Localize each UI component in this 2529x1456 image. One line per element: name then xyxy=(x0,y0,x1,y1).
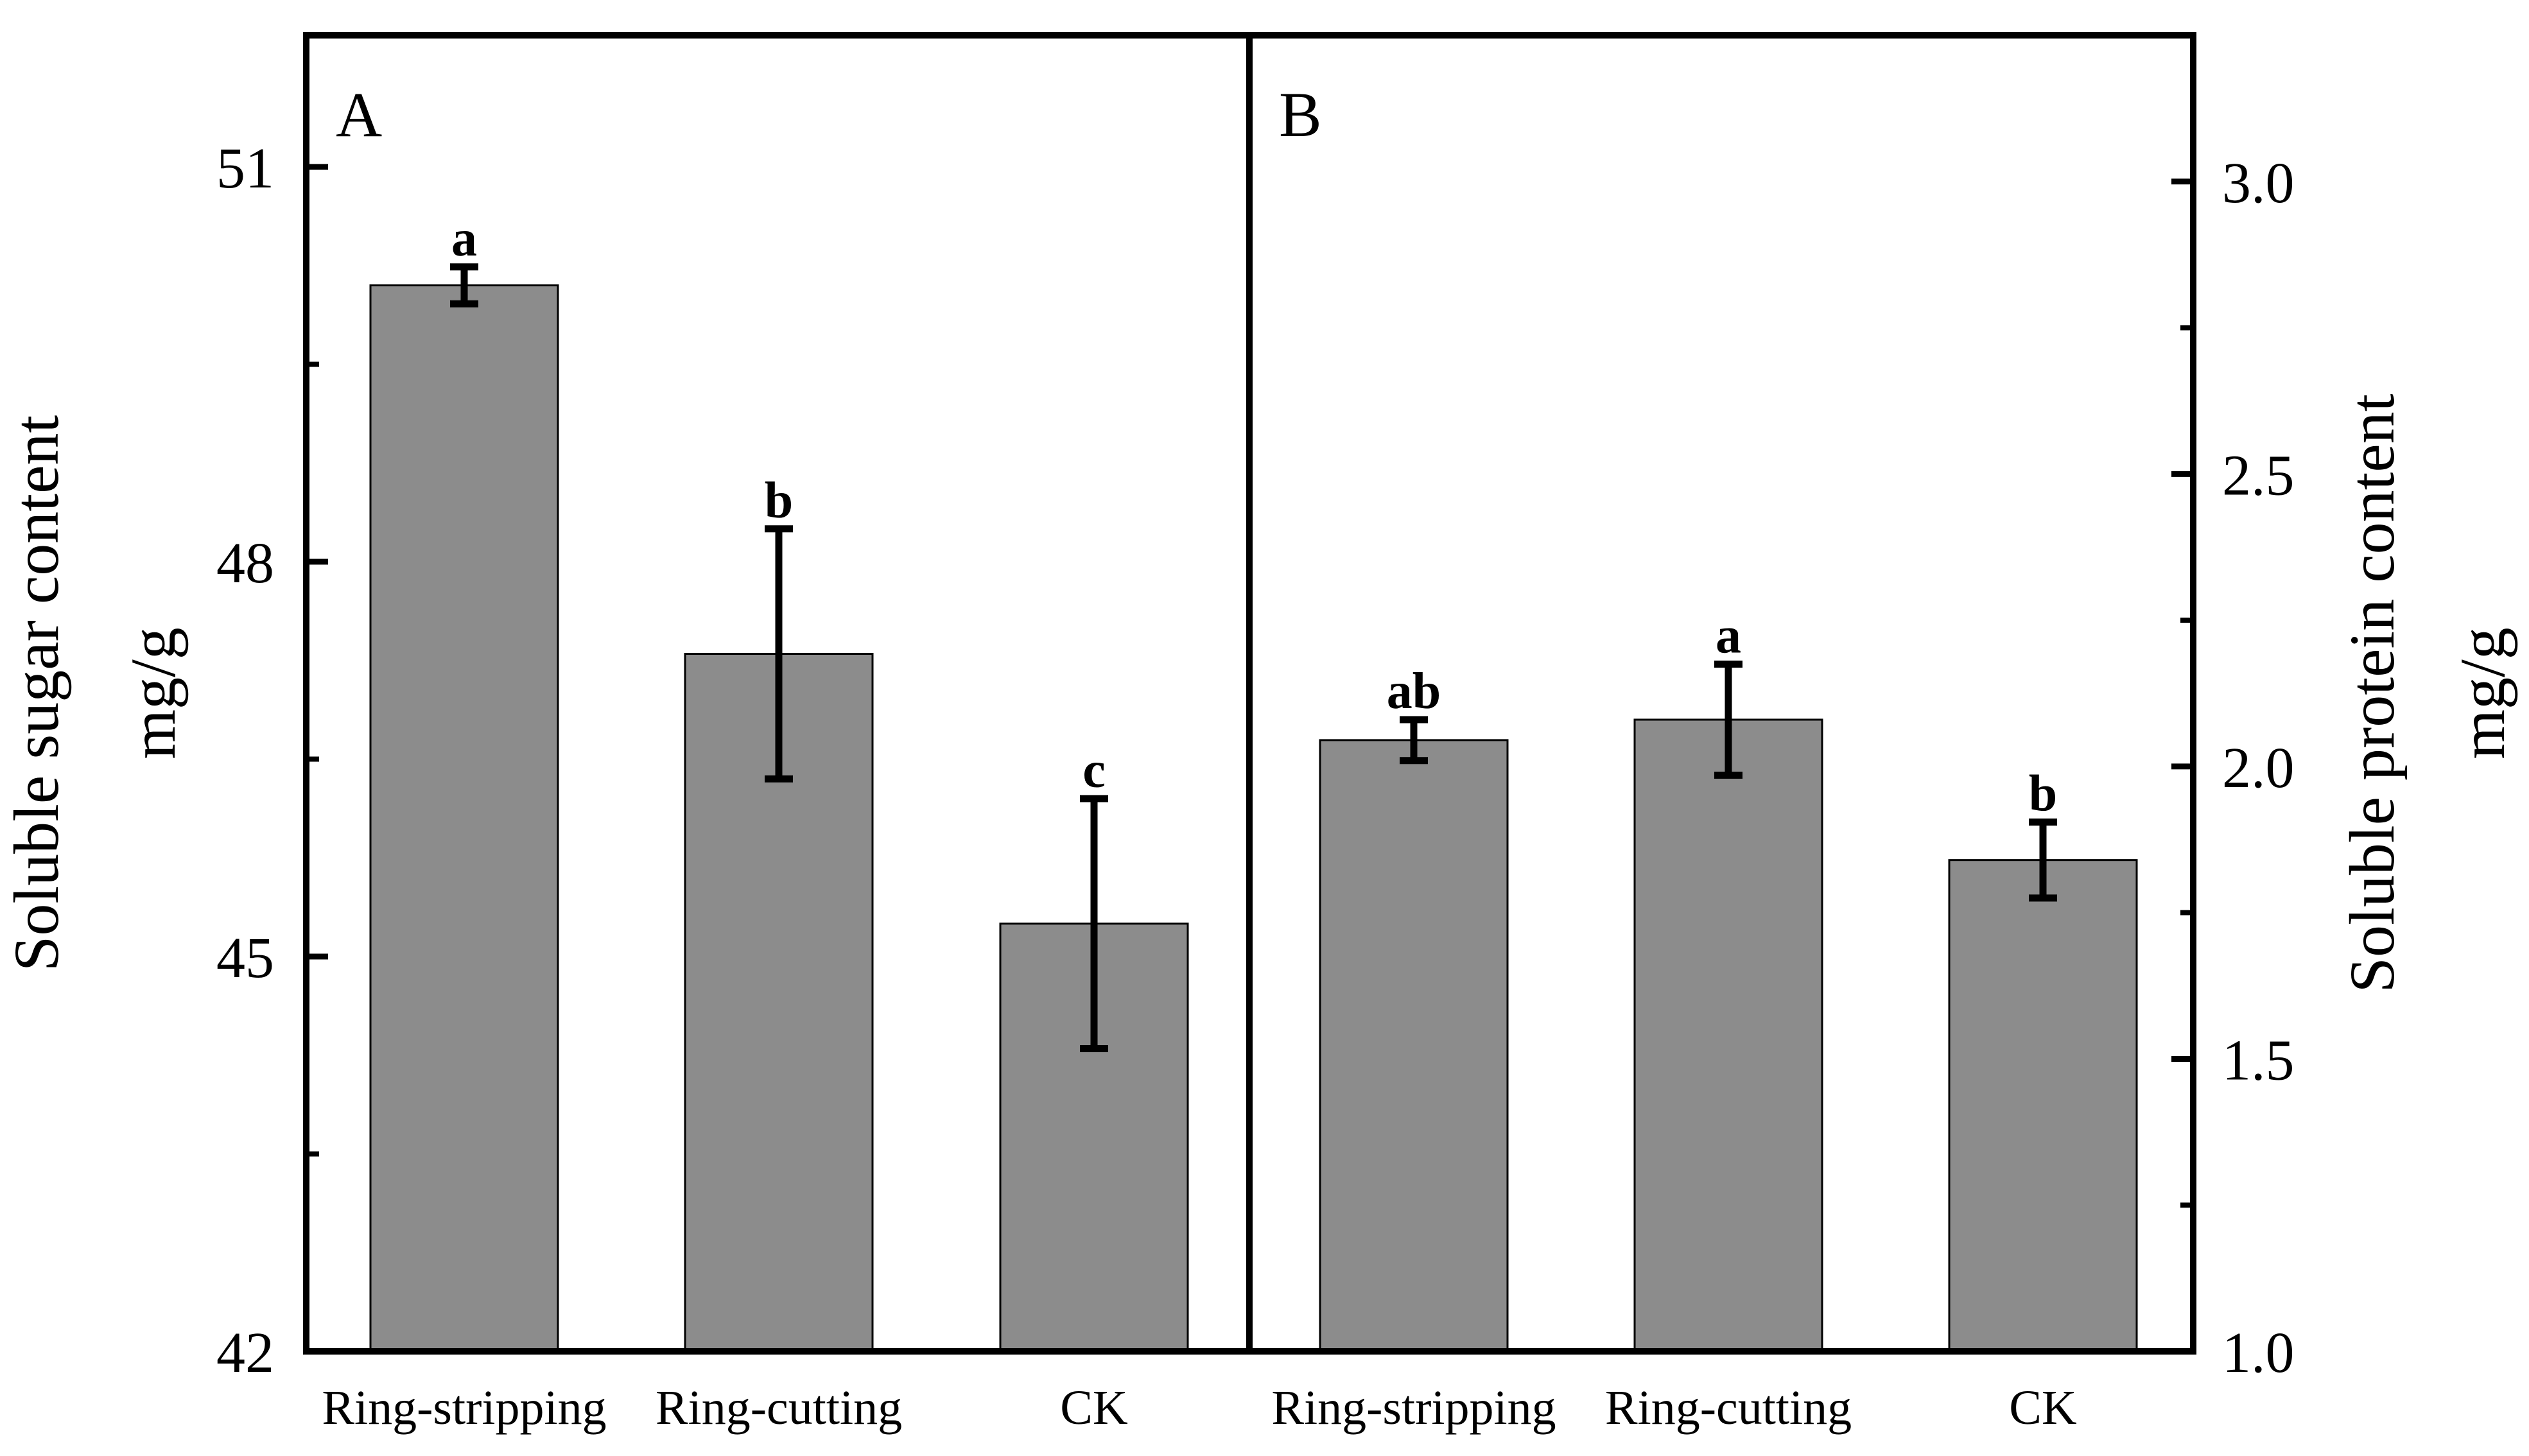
bar-a-0 xyxy=(369,284,559,1353)
y-tick-label-a-0: 42 xyxy=(216,1321,274,1385)
plot-frame xyxy=(303,32,2196,1355)
axis-ticks xyxy=(306,164,2193,1208)
y-tick-label-b-1: 1.5 xyxy=(2222,1028,2295,1092)
significance-label-b-1: a xyxy=(1716,607,1741,664)
panel-label-b: B xyxy=(1279,79,1322,150)
y-tick-label-b-0: 1.0 xyxy=(2222,1321,2295,1385)
significance-label-a-1: b xyxy=(765,472,794,529)
y-tick-label-b-2: 2.0 xyxy=(2222,736,2295,800)
y-axis-unit-a: mg/g xyxy=(117,627,189,759)
significance-label-a-0: a xyxy=(451,211,477,267)
y-tick-label-b-3: 2.5 xyxy=(2222,444,2295,507)
y-axis-title-b: Soluble protein content xyxy=(2336,394,2408,992)
category-label-a-0: Ring-stripping xyxy=(322,1381,606,1435)
significance-label-b-0: ab xyxy=(1387,663,1441,720)
category-label-a-2: CK xyxy=(1060,1381,1128,1435)
panel-label-a: A xyxy=(336,79,382,150)
y-tick-label-b-4: 3.0 xyxy=(2222,152,2295,215)
category-label-b-1: Ring-cutting xyxy=(1605,1381,1852,1435)
bar-b-2 xyxy=(1948,859,2138,1353)
y-tick-label-a-1: 45 xyxy=(216,926,274,990)
category-label-b-2: CK xyxy=(2009,1381,2077,1435)
category-label-b-0: Ring-stripping xyxy=(1271,1381,1556,1435)
bar-b-0 xyxy=(1319,739,1509,1353)
bar-b-1 xyxy=(1633,718,1823,1353)
significance-label-b-2: b xyxy=(2029,765,2058,822)
y-axis-title-a: Soluble sugar content xyxy=(1,415,72,972)
error-bars-layer xyxy=(450,263,2057,1052)
significance-label-a-2: c xyxy=(1082,742,1106,799)
chart-text: a Ring-stripping b Ring-cutting c CK 42 45 48 51 A… xyxy=(1,79,2518,1435)
y-tick-label-a-2: 48 xyxy=(216,532,274,595)
y-tick-label-a-3: 51 xyxy=(216,137,274,200)
category-label-a-1: Ring-cutting xyxy=(656,1381,902,1435)
y-axis-unit-b: mg/g xyxy=(2447,627,2518,759)
bars-layer xyxy=(369,284,2138,1353)
